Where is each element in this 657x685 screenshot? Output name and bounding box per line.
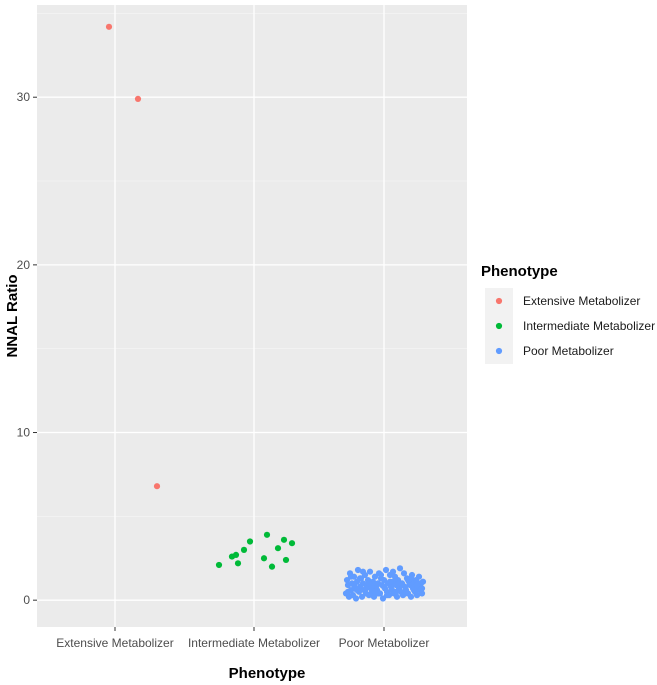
data-point bbox=[401, 590, 409, 597]
x-tick-label: Intermediate Metabolizer bbox=[188, 636, 320, 650]
data-point bbox=[389, 568, 397, 575]
data-point bbox=[395, 580, 403, 587]
data-point bbox=[366, 568, 374, 575]
y-axis-title: NNAL Ratio bbox=[4, 274, 21, 357]
data-point bbox=[260, 555, 268, 562]
data-point bbox=[354, 566, 362, 574]
legend-title: Phenotype bbox=[481, 263, 558, 280]
legend-key bbox=[495, 322, 503, 330]
data-point bbox=[105, 23, 113, 30]
data-point bbox=[413, 592, 421, 599]
data-point bbox=[382, 566, 390, 574]
data-point bbox=[396, 565, 404, 572]
data-point bbox=[415, 573, 423, 580]
data-point bbox=[274, 545, 282, 552]
data-point bbox=[246, 538, 254, 545]
data-point bbox=[371, 588, 379, 595]
data-point bbox=[386, 578, 394, 585]
data-point bbox=[153, 483, 161, 490]
x-tick-label: Poor Metabolizer bbox=[339, 636, 430, 650]
data-point bbox=[232, 551, 240, 559]
data-point bbox=[215, 561, 223, 569]
y-axis: 0 10 20 30 bbox=[17, 90, 37, 607]
data-point bbox=[234, 560, 242, 567]
data-point bbox=[347, 573, 355, 580]
data-point bbox=[377, 571, 385, 579]
data-point bbox=[359, 568, 367, 575]
legend-label: Intermediate Metabolizer bbox=[523, 319, 655, 333]
data-point bbox=[134, 95, 142, 102]
data-point bbox=[365, 580, 373, 587]
data-point bbox=[350, 581, 358, 589]
data-point bbox=[393, 593, 401, 600]
plot-panel bbox=[37, 5, 467, 627]
x-axis: Extensive Metabolizer Intermediate Metabo… bbox=[56, 627, 429, 650]
x-tick-label: Extensive Metabolizer bbox=[56, 636, 173, 650]
data-point bbox=[240, 546, 248, 553]
legend: Phenotype Extensive Metabolizer Intermedi… bbox=[481, 263, 655, 364]
data-point bbox=[282, 556, 290, 564]
legend-label: Extensive Metabolizer bbox=[523, 294, 640, 308]
data-point bbox=[418, 590, 426, 597]
data-points bbox=[105, 23, 427, 602]
x-axis-title: Phenotype bbox=[229, 665, 306, 682]
data-point bbox=[362, 585, 370, 592]
data-point bbox=[268, 563, 276, 570]
legend-key bbox=[495, 297, 503, 305]
y-tick-label: 10 bbox=[17, 426, 31, 440]
data-point bbox=[356, 575, 364, 582]
y-tick-label: 0 bbox=[23, 593, 30, 607]
y-tick-label: 20 bbox=[17, 258, 31, 272]
data-point bbox=[352, 595, 360, 602]
data-point bbox=[263, 531, 271, 538]
data-point bbox=[418, 585, 426, 592]
data-point bbox=[353, 587, 361, 594]
y-tick-label: 30 bbox=[17, 90, 31, 104]
legend-key bbox=[495, 347, 503, 355]
data-point bbox=[413, 581, 421, 589]
data-point bbox=[344, 588, 352, 595]
data-point bbox=[288, 540, 296, 547]
data-point bbox=[392, 588, 400, 595]
data-point bbox=[407, 593, 415, 600]
data-point bbox=[380, 583, 388, 590]
data-point bbox=[400, 570, 408, 577]
data-point bbox=[280, 536, 288, 543]
data-point bbox=[383, 592, 391, 599]
legend-label: Poor Metabolizer bbox=[523, 344, 614, 358]
data-point bbox=[410, 587, 418, 594]
grid-lines bbox=[37, 5, 467, 627]
data-point bbox=[407, 575, 415, 582]
